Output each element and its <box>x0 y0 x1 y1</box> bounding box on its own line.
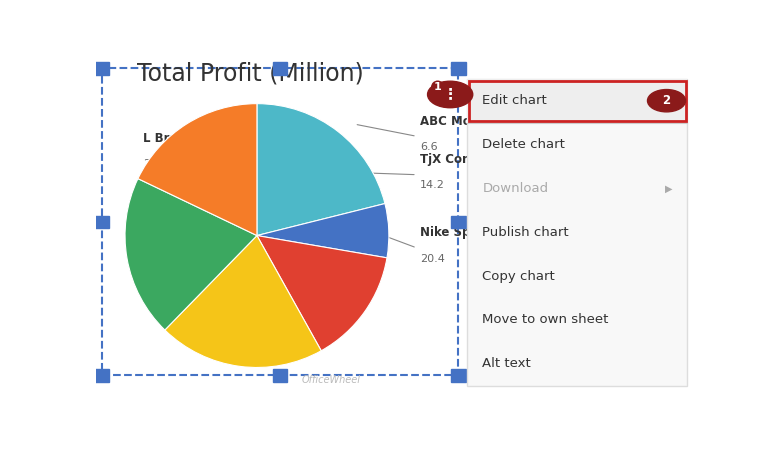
FancyBboxPatch shape <box>273 62 288 75</box>
Text: 20.4: 20.4 <box>420 254 445 264</box>
Text: Nike Spo: Nike Spo <box>420 226 478 239</box>
Text: 14.2: 14.2 <box>420 180 445 190</box>
Text: Move to own sheet: Move to own sheet <box>482 313 609 327</box>
Text: OfficeWheel: OfficeWheel <box>301 376 360 386</box>
Circle shape <box>427 81 472 108</box>
FancyBboxPatch shape <box>94 62 109 75</box>
Text: 2: 2 <box>663 94 670 107</box>
Text: Gap Inc: Gap Inc <box>143 223 193 236</box>
Wedge shape <box>257 104 385 236</box>
Text: 19.8%: 19.8% <box>143 298 179 308</box>
Text: 6.6: 6.6 <box>420 142 437 152</box>
Wedge shape <box>125 178 257 330</box>
Circle shape <box>647 90 686 112</box>
Text: TjX Comp: TjX Comp <box>420 153 482 166</box>
Wedge shape <box>138 104 257 236</box>
FancyBboxPatch shape <box>451 62 466 75</box>
FancyBboxPatch shape <box>467 79 687 386</box>
FancyBboxPatch shape <box>273 369 288 381</box>
Text: Delete chart: Delete chart <box>482 138 565 151</box>
Text: 21.1%: 21.1% <box>143 159 179 169</box>
Wedge shape <box>257 203 389 258</box>
Text: L Brands: L Brands <box>143 132 202 145</box>
Wedge shape <box>165 236 321 367</box>
FancyBboxPatch shape <box>102 68 459 375</box>
Text: Edit chart: Edit chart <box>482 94 547 107</box>
Wedge shape <box>257 236 387 351</box>
Text: Publish chart: Publish chart <box>482 226 569 239</box>
Text: Copy chart: Copy chart <box>482 270 555 283</box>
FancyBboxPatch shape <box>94 216 109 228</box>
Text: 1: 1 <box>434 82 442 92</box>
FancyBboxPatch shape <box>467 79 687 123</box>
Text: Alt text: Alt text <box>482 357 531 370</box>
FancyBboxPatch shape <box>451 216 466 228</box>
Text: ▶: ▶ <box>665 183 673 193</box>
Text: ⋮: ⋮ <box>443 86 458 101</box>
Text: Total Profit (Million): Total Profit (Million) <box>137 62 364 86</box>
Text: ABC Moto: ABC Moto <box>420 115 484 128</box>
Text: Ross Stores: Ross Stores <box>143 272 222 284</box>
Text: Download: Download <box>482 182 548 195</box>
FancyBboxPatch shape <box>94 369 109 381</box>
FancyBboxPatch shape <box>451 369 466 381</box>
Text: 17.9%: 17.9% <box>143 250 179 260</box>
